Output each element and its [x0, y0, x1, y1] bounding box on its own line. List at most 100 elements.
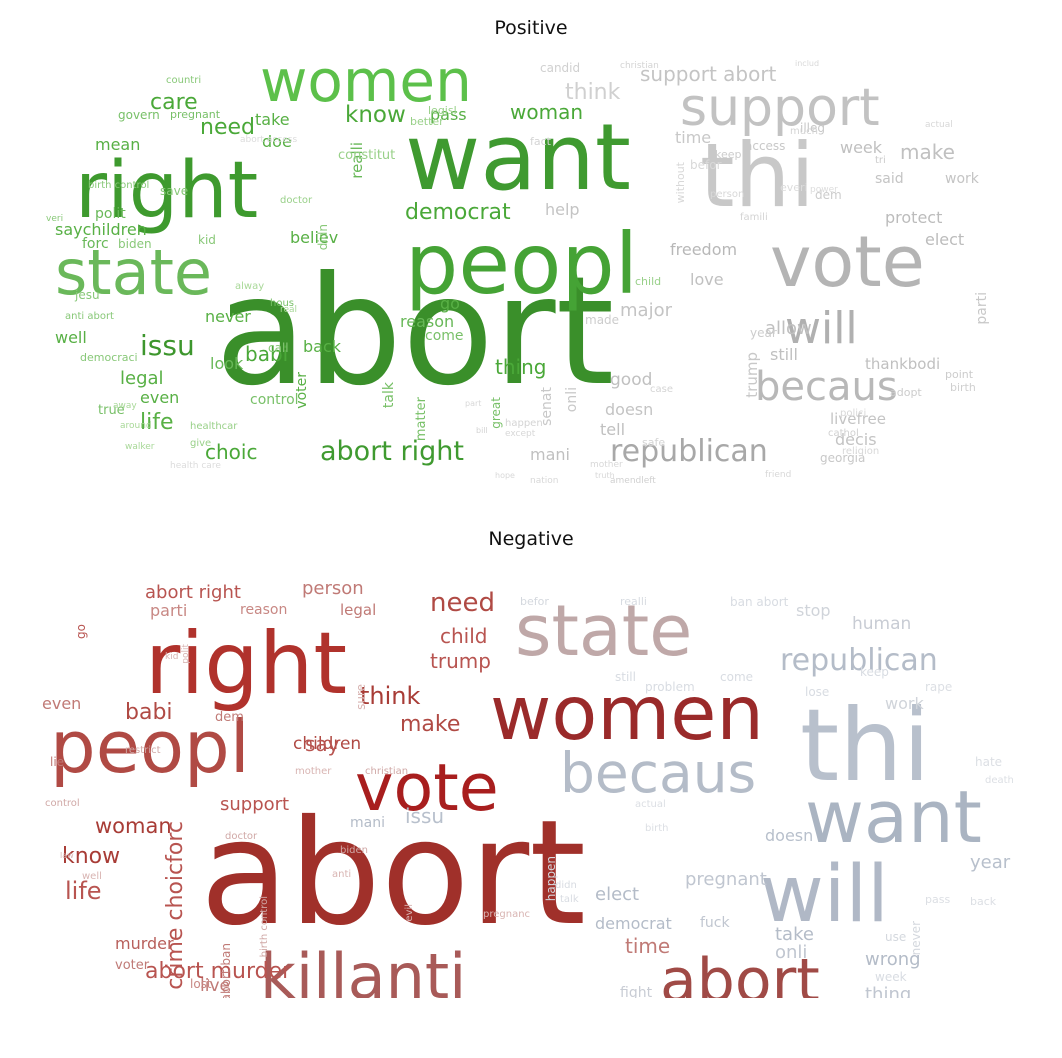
- cloud-word: babi: [245, 342, 289, 366]
- cloud-word: hope: [495, 471, 515, 480]
- cloud-word: problem: [645, 680, 695, 694]
- cloud-word: part: [465, 399, 482, 408]
- cloud-word: georgia: [820, 451, 866, 465]
- cloud-word: elect: [595, 884, 640, 905]
- cloud-word: vote: [770, 221, 925, 303]
- cloud-word: right: [75, 146, 259, 236]
- cloud-word: legal: [120, 368, 164, 389]
- cloud-word: amendleft: [610, 476, 656, 485]
- cloud-word: still: [615, 670, 636, 684]
- cloud-word: bill: [476, 426, 488, 435]
- cloud-word: control: [250, 392, 299, 408]
- cloud-word: mani: [530, 445, 570, 464]
- cloud-word: pregnant: [685, 869, 767, 890]
- cloud-word: murder: [115, 934, 174, 953]
- cloud-word: doesn: [605, 400, 654, 419]
- cloud-word: pregnant: [170, 108, 221, 121]
- cloud-word: back: [303, 337, 342, 356]
- cloud-word: except: [505, 429, 536, 439]
- cloud-word: dem: [815, 188, 842, 202]
- cloud-word: legal: [340, 601, 377, 619]
- cloud-word: never: [205, 307, 251, 326]
- cloud-word: go: [74, 624, 88, 639]
- cloud-word: healthcar: [190, 421, 238, 432]
- cloud-word: issu: [140, 329, 195, 362]
- cloud-word: cathol: [828, 428, 859, 439]
- cloud-word: doctor: [225, 831, 258, 842]
- cloud-word: actual: [925, 120, 953, 130]
- cloud-word: state: [515, 590, 693, 672]
- cloud-word: love: [690, 270, 724, 289]
- cloud-word: much: [790, 126, 818, 137]
- cloud-word: actual: [635, 799, 666, 810]
- cloud-word: christian: [365, 766, 409, 777]
- cloud-word: come: [425, 328, 464, 344]
- cloud-word: thi: [700, 124, 815, 227]
- cloud-word: reason: [240, 602, 288, 618]
- cloud-word: work: [945, 171, 979, 187]
- cloud-word: keep: [860, 665, 889, 679]
- cloud-word: year: [970, 852, 1011, 873]
- cloud-word: birth: [645, 823, 669, 834]
- cloud-word: allow: [765, 318, 812, 339]
- cloud-word: republican: [780, 643, 938, 678]
- cloud-word: realli: [620, 595, 647, 608]
- cloud-word: pass: [925, 893, 951, 906]
- cloud-word: livefree: [830, 410, 887, 428]
- cloud-word: biden: [340, 845, 368, 856]
- cloud-word: week: [875, 970, 907, 984]
- cloud-word: christian: [620, 61, 659, 71]
- cloud-word: person: [710, 189, 745, 200]
- cloud-word: case: [650, 384, 673, 395]
- cloud-word: ban abort: [730, 595, 789, 609]
- negative-word-cloud: abort right women vote peopl state thi want will…: [20, 566, 1050, 999]
- cloud-word: help: [545, 200, 580, 219]
- cloud-word: befor: [690, 158, 722, 172]
- cloud-word: mani: [350, 815, 385, 831]
- cloud-word: said: [875, 171, 904, 187]
- cloud-word: sure: [354, 684, 368, 710]
- cloud-word: mean: [95, 135, 141, 154]
- cloud-word: even: [140, 388, 180, 407]
- cloud-word: care: [150, 90, 198, 115]
- cloud-word: thi: [800, 687, 931, 804]
- cloud-word: without: [674, 162, 687, 204]
- cloud-word: peopl: [50, 705, 250, 789]
- positive-word-cloud: abort want peopl right state women thi vote supp…: [20, 52, 1050, 484]
- positive-title: Positive: [494, 17, 568, 39]
- cloud-word: still: [770, 345, 798, 364]
- cloud-word: friend: [765, 470, 792, 480]
- cloud-word: save: [160, 184, 189, 198]
- cloud-word: true: [98, 403, 125, 418]
- cloud-word: democraci: [80, 351, 138, 364]
- cloud-word: polit: [95, 206, 126, 222]
- cloud-word: issu: [405, 804, 445, 828]
- cloud-word: adopt: [890, 386, 922, 399]
- cloud-word: veri: [46, 214, 64, 224]
- cloud-word: keep: [715, 148, 742, 161]
- cloud-word: doesn: [765, 826, 814, 845]
- cloud-word: fact: [530, 135, 551, 148]
- cloud-word: hate: [975, 755, 1003, 769]
- cloud-word: child: [635, 275, 662, 288]
- cloud-word: come: [720, 670, 754, 684]
- cloud-word: becaus: [755, 364, 898, 410]
- cloud-word: choic: [205, 440, 258, 464]
- cloud-word: know: [62, 844, 121, 869]
- cloud-word: point: [945, 368, 974, 381]
- cloud-word: great: [489, 397, 503, 429]
- cloud-word: stop: [796, 601, 831, 620]
- cloud-word: kid: [165, 652, 179, 662]
- cloud-word: better: [410, 115, 444, 128]
- cloud-word: right: [145, 614, 348, 714]
- cloud-word: want: [405, 104, 632, 211]
- cloud-word: make: [400, 712, 461, 737]
- cloud-word: hous: [270, 298, 295, 309]
- cloud-word: person: [302, 578, 364, 599]
- cloud-word: children: [293, 734, 362, 754]
- cloud-word: women: [490, 669, 764, 757]
- cloud-word: fuck: [700, 915, 730, 931]
- cloud-word: major: [620, 300, 672, 321]
- cloud-word: didn: [555, 880, 577, 891]
- cloud-word: trump: [430, 649, 491, 673]
